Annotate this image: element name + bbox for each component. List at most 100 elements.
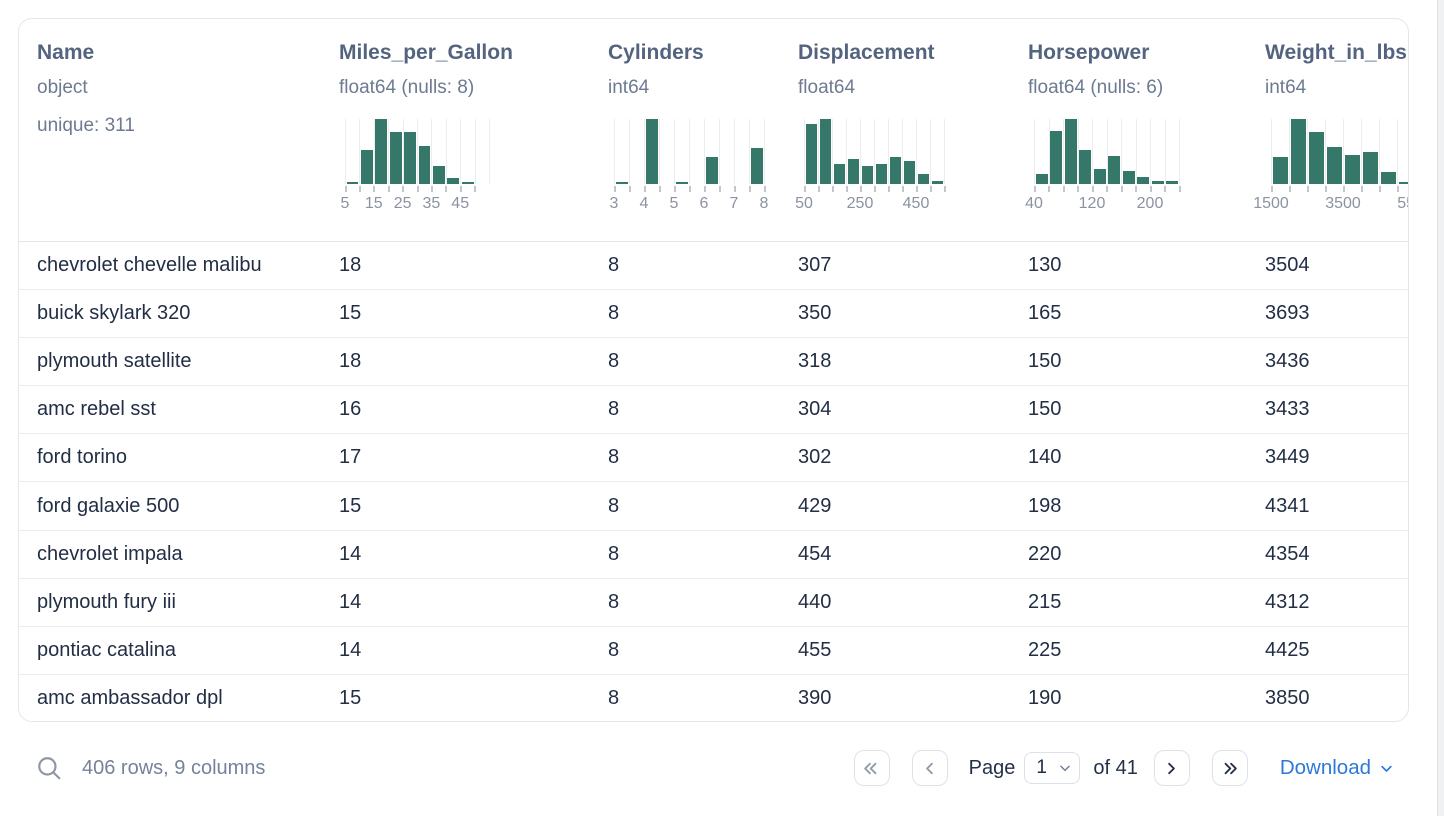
hist-tick <box>1164 186 1166 192</box>
table-cell: 190 <box>1028 687 1062 710</box>
chevrons-right-icon <box>1224 762 1238 774</box>
hist-bar <box>1050 131 1062 184</box>
hist-tick-label: 250 <box>846 195 874 212</box>
hist-tick <box>718 186 721 192</box>
search-icon[interactable] <box>36 755 62 781</box>
table-cell: 15 <box>339 302 362 325</box>
histogram-gridline <box>764 119 765 184</box>
table-cell: buick skylark 320 <box>37 302 191 325</box>
table-cell: 3449 <box>1265 446 1310 469</box>
hist-bar <box>1122 171 1135 184</box>
histogram: 3 4 5 6 7 8 <box>610 119 768 212</box>
vertical-scrollbar[interactable] <box>1437 0 1444 816</box>
table-cell: 8 <box>608 687 620 710</box>
hist-tick <box>748 186 751 192</box>
histogram-gridline <box>1271 119 1272 184</box>
first-page-button[interactable] <box>853 750 890 786</box>
histogram-gridline <box>445 119 447 184</box>
download-button[interactable]: Download <box>1280 756 1394 780</box>
histogram-gridline <box>1063 119 1064 184</box>
hist-tick <box>1120 186 1123 192</box>
hist-tick <box>1342 186 1345 192</box>
hist-bar <box>1166 181 1178 184</box>
footer-left: 406 rows, 9 columns <box>36 755 265 781</box>
hist-bar <box>1272 157 1288 184</box>
hist-tick <box>873 186 876 192</box>
hist-tick <box>1378 186 1381 192</box>
table-cell: 4341 <box>1265 494 1310 517</box>
hist-tick <box>1324 186 1327 192</box>
histogram-gridline <box>1379 119 1380 184</box>
hist-tick <box>703 186 706 192</box>
hist-tick <box>688 186 691 192</box>
table-cell: 302 <box>798 446 832 469</box>
hist-tick-label: 15 <box>364 195 383 212</box>
table-cell: 8 <box>608 398 620 421</box>
histogram-gridline <box>345 119 346 184</box>
histogram-gridline <box>1361 119 1362 184</box>
hist-tick <box>1033 186 1036 192</box>
table-cell: 8 <box>608 350 620 373</box>
histogram-gridline <box>460 119 462 184</box>
histogram: 5 15 25 35 45 <box>341 119 491 212</box>
hist-bar <box>1079 150 1091 184</box>
hist-tick <box>901 186 904 192</box>
table-cell: 3850 <box>1265 687 1310 710</box>
next-page-button[interactable] <box>1153 750 1190 786</box>
hist-bar <box>1344 155 1360 184</box>
table-cell: 3504 <box>1265 254 1310 277</box>
column-header: Miles_per_Gallon float64 (nulls: 8) 5 15 25 3… <box>339 19 608 241</box>
table-row: ford galaxie 500 15 8 429 198 4341 <box>19 482 1408 531</box>
hist-bar <box>931 181 943 184</box>
last-page-button[interactable] <box>1211 750 1248 786</box>
histogram-gridline <box>1164 119 1166 184</box>
table-cell: 4312 <box>1265 590 1310 613</box>
page-label: Page <box>968 756 1016 779</box>
prev-page-button[interactable] <box>911 750 948 786</box>
download-label: Download <box>1279 756 1371 779</box>
histogram-gridline <box>659 119 660 184</box>
histogram-gridline <box>804 119 805 184</box>
hist-tick <box>887 186 890 192</box>
histogram-gridline <box>388 119 390 184</box>
hist-bar <box>705 157 718 184</box>
hist-tick <box>1062 186 1065 192</box>
table-cell: 8 <box>608 302 620 325</box>
hist-bar <box>819 119 831 184</box>
column-dtype: object <box>37 77 88 98</box>
chevron-left-icon <box>926 762 933 774</box>
column-title: Displacement <box>798 41 935 64</box>
hist-tick <box>387 186 390 192</box>
column-title: Cylinders <box>608 41 704 64</box>
column-title: Weight_in_lbs <box>1265 41 1407 64</box>
histogram-gridline <box>874 119 875 184</box>
hist-tick-label: 1500 <box>1253 195 1289 212</box>
page-select[interactable]: 1 <box>1024 752 1081 784</box>
table-row: amc rebel sst 16 8 304 150 3433 <box>19 386 1408 435</box>
pagination: Page 1 of 41 Download <box>853 750 1394 786</box>
hist-bar <box>917 174 929 184</box>
hist-tick <box>1360 186 1363 192</box>
table-cell: 8 <box>608 494 620 517</box>
histogram-gridline <box>373 119 375 184</box>
hist-tick-label: 5 <box>340 195 350 212</box>
hist-tick <box>929 186 932 192</box>
hist-bar <box>1093 169 1106 184</box>
hist-tick <box>1306 186 1309 192</box>
table-cell: 318 <box>798 350 832 373</box>
hist-tick-label: 200 <box>1136 195 1164 212</box>
column-header: Horsepower float64 (nulls: 6) 40 120 200 <box>1025 19 1265 241</box>
column-dtype: int64 <box>1265 77 1307 98</box>
table-cell: 304 <box>798 398 832 421</box>
hist-bar <box>645 119 658 184</box>
table-cell: 350 <box>798 302 832 325</box>
table-cell: 8 <box>608 590 620 613</box>
table-cell: 429 <box>798 494 832 517</box>
hist-bar <box>750 148 763 184</box>
hist-tick <box>1091 186 1094 192</box>
histogram-gridline <box>1325 119 1326 184</box>
hist-tick-label: 40 <box>1025 195 1043 212</box>
hist-tick <box>673 186 676 192</box>
hist-bar <box>1035 174 1048 184</box>
histogram-gridline <box>1135 119 1137 184</box>
